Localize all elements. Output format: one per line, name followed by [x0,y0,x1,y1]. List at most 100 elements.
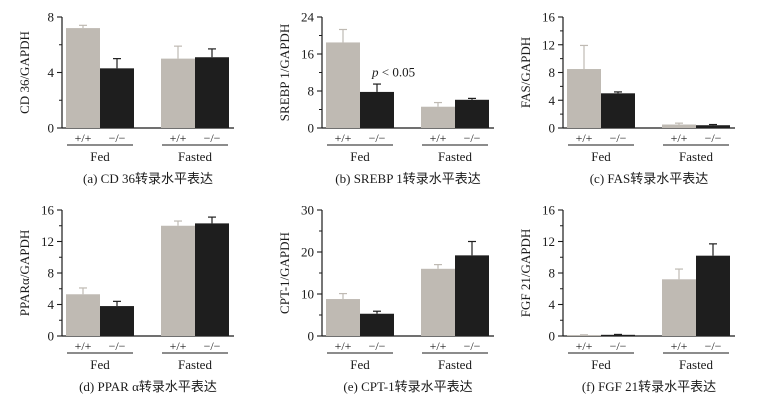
panel-caption: (f) FGF 21转录水平表达 [582,379,716,394]
group-label: Fed [350,149,370,164]
genotype-label: +/+ [75,339,92,353]
bar-knockout-fed [100,68,134,128]
group-label: Fed [350,357,370,372]
y-tick-label: 8 [549,65,556,80]
y-tick-label: 12 [542,234,555,249]
genotype-label: −/− [705,339,722,353]
y-tick-label: 24 [301,10,315,25]
y-tick-label: 0 [549,121,556,136]
y-tick-label: 8 [549,266,556,281]
bar-wildtype-fed [567,335,601,337]
y-tick-label: 30 [301,203,314,218]
y-tick-label: 16 [301,47,315,62]
y-tick-label: 0 [48,329,55,344]
group-label: Fed [591,149,611,164]
group-label: Fasted [178,149,212,164]
y-tick-label: 10 [301,287,314,302]
genotype-label: +/+ [170,339,187,353]
bar-knockout-fed [601,334,635,336]
group-label: Fasted [438,357,472,372]
y-tick-label: 8 [48,10,55,25]
bar-knockout-fed [360,313,394,336]
genotype-label: −/− [369,131,386,145]
y-axis-label: FAS/GAPDH [518,37,533,108]
y-tick-label: 0 [308,121,315,136]
y-tick-label: 4 [48,65,55,80]
genotype-label: −/− [464,131,481,145]
panel-caption: (d) PPAR α转录水平表达 [79,379,217,394]
group-label: Fasted [679,357,713,372]
genotype-label: −/− [109,131,126,145]
genotype-label: −/− [610,339,627,353]
group-label: Fed [591,357,611,372]
genotype-label: −/− [109,339,126,353]
bar-knockout-fed [601,93,635,128]
bar-wildtype-fed [326,42,360,128]
group-label: Fasted [438,149,472,164]
y-axis-label: FGF 21/GAPDH [518,229,533,318]
y-tick-label: 12 [542,37,555,52]
genotype-label: −/− [464,339,481,353]
bar-knockout-fasted [195,57,229,128]
y-tick-label: 4 [549,297,556,312]
y-tick-label: 0 [549,329,556,344]
panel-caption: (b) SREBP 1转录水平表达 [335,171,480,186]
bar-wildtype-fed [66,294,100,336]
panel-caption: (c) FAS转录水平表达 [590,171,709,186]
y-tick-label: 0 [48,121,55,136]
p-value-annotation: p < 0.05 [371,65,415,80]
genotype-label: +/+ [170,131,187,145]
bar-wildtype-fasted [421,106,455,128]
panel-a: 0 4 8 CD 36/GAPDH +/+ −/− Fed +/+ −/− Fasted (a) C… [17,10,234,186]
y-tick-label: 8 [308,84,315,99]
bar-knockout-fasted [455,255,489,336]
bar-wildtype-fed [567,69,601,128]
bar-wildtype-fasted [161,58,195,128]
y-tick-label: 8 [48,266,55,281]
genotype-label: −/− [204,131,221,145]
y-tick-label: 4 [549,93,556,108]
bar-wildtype-fed [66,28,100,129]
bar-wildtype-fasted [662,124,696,128]
genotype-label: +/+ [335,131,352,145]
group-label: Fasted [679,149,713,164]
y-tick-label: 20 [301,245,314,260]
panel-e: 0 10 20 30 CPT-1/GAPDH +/+ −/− Fed +/+ −/− Fasted (… [277,203,494,394]
genotype-label: +/+ [576,131,593,145]
genotype-label: +/+ [671,131,688,145]
group-label: Fed [90,357,110,372]
genotype-label: −/− [369,339,386,353]
genotype-label: +/+ [576,339,593,353]
y-axis-label: CD 36/GAPDH [17,31,32,114]
bar-wildtype-fasted [421,268,455,336]
panel-caption: (e) CPT-1转录水平表达 [343,379,472,394]
genotype-label: −/− [705,131,722,145]
bar-wildtype-fed [326,299,360,336]
panel-f: 0 4 8 12 16 FGF 21/GAPDH +/+ −/− Fed +/+ −/− Fasted… [518,203,735,394]
y-tick-label: 12 [41,234,54,249]
bar-knockout-fasted [696,125,730,128]
y-axis-label: SREBP 1/GAPDH [277,24,292,121]
group-label: Fed [90,149,110,164]
panel-caption: (a) CD 36转录水平表达 [83,171,213,186]
genotype-label: +/+ [430,131,447,145]
genotype-label: +/+ [671,339,688,353]
bar-knockout-fed [360,91,394,128]
y-tick-label: 4 [48,297,55,312]
panel-c: 0 4 8 12 16 FAS/GAPDH +/+ −/− Fed +/+ −/− Fasted (c)… [518,10,735,186]
bar-knockout-fasted [455,99,489,128]
genotype-label: −/− [204,339,221,353]
y-tick-label: 0 [308,329,315,344]
y-tick-label: 16 [542,10,556,25]
group-label: Fasted [178,357,212,372]
panel-d: 0 4 8 12 16 PPARα/GAPDH +/+ −/− Fed +/+ −/− Fasted (… [17,203,234,394]
genotype-label: +/+ [75,131,92,145]
bar-knockout-fed [100,306,134,336]
y-axis-label: PPARα/GAPDH [17,230,32,317]
y-axis-label: CPT-1/GAPDH [277,232,292,314]
genotype-label: +/+ [430,339,447,353]
bar-knockout-fasted [195,223,229,336]
y-tick-label: 16 [41,203,55,218]
y-tick-label: 16 [542,203,556,218]
